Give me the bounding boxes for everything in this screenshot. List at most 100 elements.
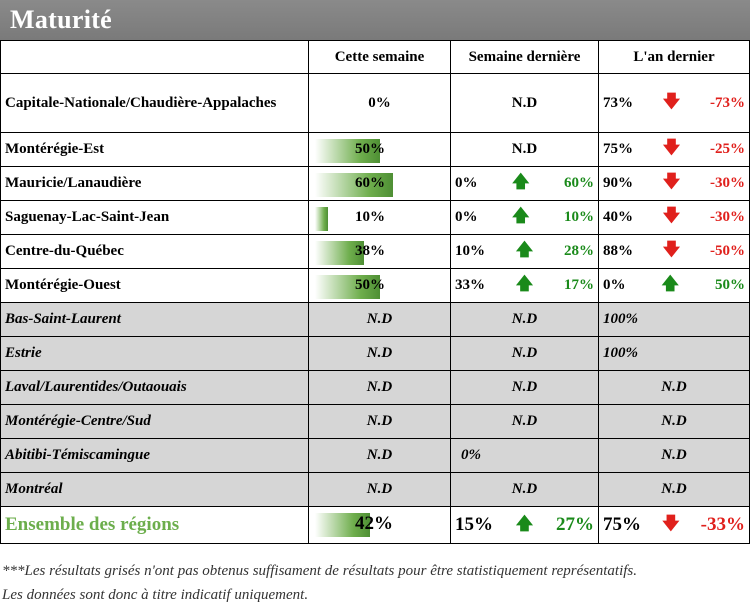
total-last-year-value: 75% bbox=[603, 514, 641, 535]
last-week-delta: 60% bbox=[563, 175, 594, 191]
region-name: Estrie bbox=[0, 336, 309, 371]
table-row: Montérégie-Ouest 50% 33% 🡅 17% 0% 🡅 50% bbox=[0, 268, 750, 303]
total-last-week-value: 15% bbox=[455, 514, 493, 535]
total-this-week-value: 42% bbox=[355, 513, 393, 534]
table-row-grey: Bas-Saint-Laurent N.D N.D 100% bbox=[0, 302, 750, 337]
section-title: Maturité bbox=[10, 5, 113, 34]
last-year-delta: -50% bbox=[709, 243, 745, 259]
last-year-value: 100% bbox=[598, 302, 750, 337]
last-year-value: N.D bbox=[598, 472, 750, 507]
last-year-delta: -25% bbox=[709, 141, 745, 157]
this-week-cell: 60% bbox=[308, 166, 451, 201]
last-week-cell: 0% 🡅 60% bbox=[450, 166, 599, 201]
this-week-value: 0% bbox=[308, 73, 451, 133]
last-week-delta: 28% bbox=[563, 243, 594, 259]
table-row: Saguenay-Lac-Saint-Jean 10% 0% 🡅 10% 40%… bbox=[0, 200, 750, 235]
total-region-name: Ensemble des régions bbox=[0, 506, 309, 544]
last-year-delta: 50% bbox=[714, 277, 745, 293]
arrow-down-icon: 🡇 bbox=[662, 206, 681, 225]
last-year-value: N.D bbox=[598, 438, 750, 473]
arrow-down-icon: 🡇 bbox=[662, 172, 681, 191]
total-last-year-cell: 75% 🡇 -33% bbox=[598, 506, 750, 544]
progress-bar bbox=[315, 513, 370, 537]
last-week-value: N.D bbox=[450, 472, 599, 507]
last-year-value: N.D bbox=[598, 404, 750, 439]
last-week-cell: 10% 🡅 28% bbox=[450, 234, 599, 269]
total-last-week-cell: 15% 🡅 27% bbox=[450, 506, 599, 544]
last-year-value: 75% bbox=[603, 141, 633, 157]
this-week-cell: 50% bbox=[308, 132, 451, 167]
table-row-grey: Montréal N.D N.D N.D bbox=[0, 472, 750, 507]
total-this-week-cell: 42% bbox=[308, 506, 451, 544]
last-year-value: N.D bbox=[598, 370, 750, 405]
last-week-value: N.D bbox=[450, 404, 599, 439]
table-row: Capitale-Nationale/Chaudière-Appalaches … bbox=[0, 73, 750, 133]
last-year-delta: -30% bbox=[709, 209, 745, 225]
header-this-week: Cette semaine bbox=[308, 40, 451, 74]
table-row-grey: Estrie N.D N.D 100% bbox=[0, 336, 750, 371]
last-year-value: 40% bbox=[603, 209, 633, 225]
last-year-cell: 90% 🡇 -30% bbox=[598, 166, 750, 201]
table-row-total: Ensemble des régions 42% 15% 🡅 27% 75% 🡇… bbox=[0, 506, 750, 544]
region-name: Montérégie-Centre/Sud bbox=[0, 404, 309, 439]
arrow-up-icon: 🡅 bbox=[515, 240, 534, 259]
progress-bar bbox=[315, 275, 380, 299]
this-week-value: N.D bbox=[308, 370, 451, 405]
this-week-value: N.D bbox=[308, 302, 451, 337]
total-last-week-delta: 27% bbox=[555, 514, 594, 535]
last-year-delta: -30% bbox=[709, 175, 745, 191]
last-week-delta: 10% bbox=[563, 209, 594, 225]
this-week-value: 50% bbox=[355, 277, 385, 293]
table-row-grey: Abitibi-Témiscamingue N.D 0% N.D bbox=[0, 438, 750, 473]
progress-bar bbox=[315, 207, 328, 231]
header-last-week: Semaine dernière bbox=[450, 40, 599, 74]
region-name: Saguenay-Lac-Saint-Jean bbox=[0, 200, 309, 235]
progress-bar bbox=[315, 139, 380, 163]
this-week-value: N.D bbox=[308, 336, 451, 371]
last-week-value: 0% bbox=[455, 175, 478, 191]
table-row-grey: Montérégie-Centre/Sud N.D N.D N.D bbox=[0, 404, 750, 439]
region-name: Capitale-Nationale/Chaudière-Appalaches bbox=[0, 73, 309, 133]
last-year-delta: -73% bbox=[709, 94, 745, 111]
last-week-value: 0% bbox=[450, 438, 599, 473]
header-last-year: L'an dernier bbox=[598, 40, 750, 74]
region-name: Centre-du-Québec bbox=[0, 234, 309, 269]
section-header: Maturité bbox=[0, 0, 750, 40]
arrow-up-icon: 🡅 bbox=[515, 274, 534, 293]
region-name: Montréal bbox=[0, 472, 309, 507]
region-name: Mauricie/Lanaudière bbox=[0, 166, 309, 201]
arrow-down-icon: 🡇 bbox=[662, 138, 681, 157]
last-week-value: N.D bbox=[450, 73, 599, 133]
arrow-up-icon: 🡅 bbox=[661, 274, 679, 293]
this-week-value: N.D bbox=[308, 472, 451, 507]
progress-bar bbox=[315, 241, 364, 265]
last-year-cell: 40% 🡇 -30% bbox=[598, 200, 750, 235]
arrow-down-icon: 🡇 bbox=[662, 240, 681, 259]
last-week-delta: 17% bbox=[563, 277, 594, 293]
progress-bar bbox=[315, 173, 393, 197]
last-year-value: 73% bbox=[603, 94, 633, 111]
last-week-cell: 0% 🡅 10% bbox=[450, 200, 599, 235]
table-row: Mauricie/Lanaudière 60% 0% 🡅 60% 90% 🡇 -… bbox=[0, 166, 750, 201]
table-header-row: Cette semaine Semaine dernière L'an dern… bbox=[0, 40, 750, 74]
this-week-value: 50% bbox=[355, 141, 385, 157]
table-row: Centre-du-Québec 38% 10% 🡅 28% 88% 🡇 -50… bbox=[0, 234, 750, 269]
this-week-value: 10% bbox=[355, 209, 385, 225]
last-week-value: 10% bbox=[455, 243, 485, 259]
last-week-value: N.D bbox=[450, 370, 599, 405]
this-week-value: 38% bbox=[355, 243, 385, 259]
region-name: Laval/Laurentides/Outaouais bbox=[0, 370, 309, 405]
last-year-cell: 0% 🡅 50% bbox=[598, 268, 750, 303]
last-year-value: 88% bbox=[603, 243, 633, 259]
last-year-value: 0% bbox=[603, 277, 626, 293]
last-week-value: 0% bbox=[455, 209, 478, 225]
this-week-cell: 10% bbox=[308, 200, 451, 235]
arrow-up-icon: 🡅 bbox=[512, 172, 530, 191]
table-row-grey: Laval/Laurentides/Outaouais N.D N.D N.D bbox=[0, 370, 750, 405]
last-year-cell: 73% 🡇 -73% bbox=[598, 73, 750, 133]
table-row: Montérégie-Est 50% N.D 75% 🡇 -25% bbox=[0, 132, 750, 167]
footnote-line-1: ***Les résultats grisés n'ont pas obtenu… bbox=[2, 563, 638, 579]
maturity-table: Cette semaine Semaine dernière L'an dern… bbox=[0, 40, 750, 544]
region-name: Montérégie-Ouest bbox=[0, 268, 309, 303]
last-year-cell: 88% 🡇 -50% bbox=[598, 234, 750, 269]
